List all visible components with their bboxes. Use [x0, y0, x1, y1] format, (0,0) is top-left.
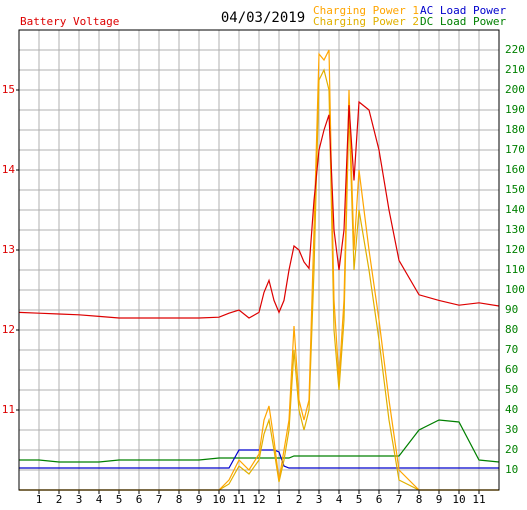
x-tick-label: 6	[136, 493, 143, 506]
y-tick-label: 11	[2, 403, 15, 416]
y2-tick-label: 90	[505, 303, 518, 316]
x-tick-label: 8	[176, 493, 183, 506]
x-tick-label: 9	[436, 493, 443, 506]
x-tick-label: 9	[196, 493, 203, 506]
y2-tick-label: 30	[505, 423, 518, 436]
x-tick-label: 10	[212, 493, 225, 506]
series-line	[19, 419, 500, 463]
plot-frame	[18, 29, 500, 491]
x-tick-label: 12	[252, 493, 265, 506]
x-tick-label: 4	[96, 493, 103, 506]
x-tick-label: 2	[56, 493, 63, 506]
y-tick-label: 14	[2, 163, 16, 176]
y2-tick-label: 110	[505, 263, 525, 276]
legend-entry: AC Load Power	[420, 4, 506, 17]
x-tick-label: 7	[156, 493, 163, 506]
y2-tick-label: 210	[505, 63, 525, 76]
x-tick-label: 10	[452, 493, 465, 506]
y2-tick-label: 220	[505, 43, 525, 56]
chart-title: 04/03/2019	[221, 10, 305, 26]
y2-tick-label: 80	[505, 323, 518, 336]
x-tick-label: 5	[116, 493, 123, 506]
legend-entry: Charging Power 2	[313, 15, 419, 28]
x-tick-label: 1	[276, 493, 283, 506]
x-tick-label: 11	[472, 493, 485, 506]
y2-tick-label: 150	[505, 183, 525, 196]
y-tick-label: 13	[2, 243, 15, 256]
y2-tick-label: 70	[505, 343, 518, 356]
y-axis-label: Battery Voltage	[20, 15, 119, 28]
x-tick-label: 2	[296, 493, 303, 506]
y2-tick-label: 180	[505, 123, 525, 136]
x-tick-label: 3	[76, 493, 83, 506]
y-tick-label: 15	[2, 83, 15, 96]
y2-tick-label: 60	[505, 363, 518, 376]
legend-entry: Charging Power 1	[313, 4, 419, 17]
series-line	[18, 100, 500, 319]
x-tick-label: 1	[36, 493, 43, 506]
x-tick-label: 5	[356, 493, 363, 506]
x-tick-label: 6	[376, 493, 383, 506]
x-tick-label: 7	[396, 493, 403, 506]
y2-tick-label: 10	[505, 463, 518, 476]
y2-tick-label: 200	[505, 83, 525, 96]
legend-entry: DC Load Power	[420, 15, 506, 28]
y2-tick-label: 100	[505, 283, 525, 296]
y2-tick-label: 160	[505, 163, 525, 176]
y2-tick-label: 50	[505, 383, 518, 396]
y2-tick-label: 170	[505, 143, 525, 156]
x-tick-label: 4	[336, 493, 343, 506]
y2-tick-label: 130	[505, 223, 525, 236]
x-tick-label: 8	[416, 493, 423, 506]
x-tick-label: 11	[232, 493, 245, 506]
y2-tick-label: 120	[505, 243, 525, 256]
y-tick-label: 12	[2, 323, 15, 336]
series-line	[19, 449, 499, 469]
y2-tick-label: 20	[505, 443, 518, 456]
y2-tick-label: 140	[505, 203, 525, 216]
y2-tick-label: 190	[505, 103, 525, 116]
x-tick-label: 3	[316, 493, 323, 506]
y2-tick-label: 40	[505, 403, 518, 416]
